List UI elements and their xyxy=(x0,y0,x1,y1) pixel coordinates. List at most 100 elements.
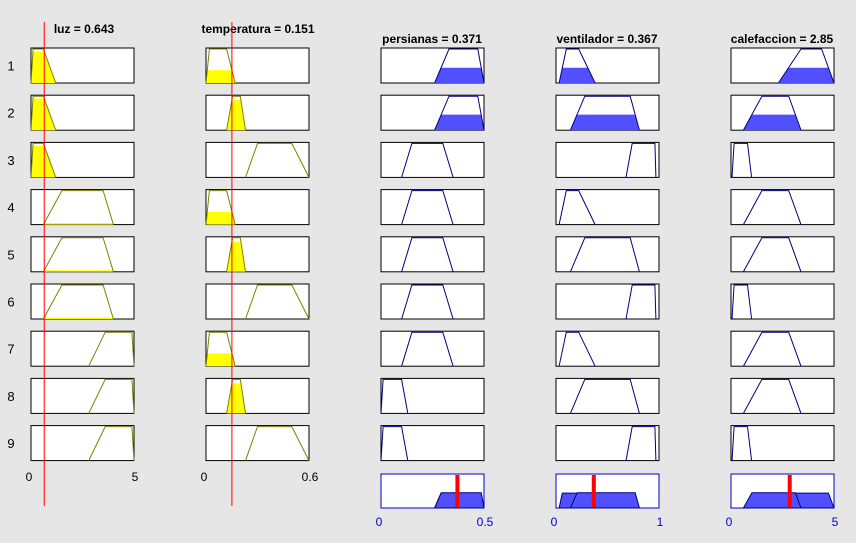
rule-7-persianas-box xyxy=(380,330,485,367)
rule-9-temperatura-membership-curve xyxy=(245,426,310,461)
rule-6-luz-box xyxy=(30,283,135,320)
rule-2-temperatura-membership-curve xyxy=(226,95,246,131)
rule-3-luz-degree-fill xyxy=(31,145,56,178)
rule-5-ventilador-membership-curve xyxy=(569,237,640,272)
ventilador-axis-min: 0 xyxy=(551,515,558,529)
rule-2-temperatura-box xyxy=(205,94,310,131)
rule-8-luz-membership-curve xyxy=(88,378,135,414)
persianas-axis-max: 0.5 xyxy=(477,515,494,529)
rule-7-luz-box xyxy=(30,330,135,367)
rule-1-persianas-membership-curve xyxy=(434,48,485,84)
rule-6-calefaccion-membership-curve xyxy=(731,284,753,320)
rule-4-calefaccion-membership-curve xyxy=(742,190,802,225)
rule-6-calefaccion-box xyxy=(730,283,835,320)
rule-7-calefaccion-box xyxy=(730,330,835,367)
rule-1-ventilador-implication-fill xyxy=(559,67,596,83)
ventilador-axis-max: 1 xyxy=(657,515,664,529)
rule-1-calefaccion-membership-curve xyxy=(777,48,835,84)
rule-3-persianas-membership-curve xyxy=(401,142,454,178)
rule-4-temperatura-membership-curve xyxy=(205,190,236,225)
rule-9-persianas-membership-curve xyxy=(380,426,409,461)
calefaccion-title: calefaccion = 2.85 xyxy=(731,32,834,46)
rule-4-luz-box xyxy=(30,189,135,226)
temperatura-axis-max: 0.6 xyxy=(302,470,319,484)
rule-2-ventilador-membership-curve xyxy=(569,95,640,131)
rule-9-ventilador-membership-curve xyxy=(625,426,657,461)
calefaccion-aggregate-area-rule-2 xyxy=(742,492,802,509)
rule-7-luz-membership-curve xyxy=(88,331,135,367)
rule-3-temperatura-membership-curve xyxy=(245,142,310,178)
rule-6-luz-degree-fill xyxy=(43,317,114,319)
rule-number-8: 8 xyxy=(7,389,14,404)
rule-3-ventilador-box xyxy=(555,141,660,178)
rule-1-ventilador-membership-curve xyxy=(558,48,596,84)
rule-7-temperatura-membership-curve xyxy=(205,331,236,367)
rule-4-persianas-box xyxy=(380,189,485,226)
rule-3-ventilador-membership-curve xyxy=(625,142,657,178)
rule-5-ventilador-box xyxy=(555,236,660,273)
rule-7-temperatura-degree-fill xyxy=(206,353,236,367)
rule-3-calefaccion-membership-curve xyxy=(731,142,753,178)
rule-4-calefaccion-box xyxy=(730,189,835,226)
rule-number-9: 9 xyxy=(7,436,14,451)
rule-6-temperatura-membership-curve xyxy=(245,284,310,320)
rule-2-calefaccion-implication-fill xyxy=(743,114,801,131)
rule-7-persianas-membership-curve xyxy=(401,331,454,367)
rule-9-ventilador-box xyxy=(555,425,660,462)
rule-5-temperatura-degree-fill xyxy=(226,241,246,272)
rule-5-temperatura-box xyxy=(205,236,310,273)
rule-2-ventilador-implication-fill xyxy=(570,114,640,131)
rule-1-luz-degree-fill xyxy=(31,51,56,83)
calefaccion-axis-max: 5 xyxy=(832,515,839,529)
rule-9-persianas-box xyxy=(380,425,485,462)
rule-2-persianas-membership-curve xyxy=(434,95,485,131)
rule-number-4: 4 xyxy=(7,200,14,215)
ventilador-title: ventilador = 0.367 xyxy=(556,32,657,46)
rule-4-ventilador-membership-curve xyxy=(558,190,596,225)
rule-6-persianas-box xyxy=(380,283,485,320)
rule-4-luz-membership-curve xyxy=(42,190,114,225)
rule-4-luz-degree-fill xyxy=(43,223,114,225)
rule-8-luz-box xyxy=(30,377,135,414)
rule-5-temperatura-membership-curve xyxy=(226,237,246,272)
rule-3-temperatura-box xyxy=(205,141,310,178)
rule-1-luz-membership-curve xyxy=(30,48,57,84)
rule-1-temperatura-degree-fill xyxy=(206,70,236,83)
rule-9-calefaccion-membership-curve xyxy=(731,426,753,461)
luz-axis-min: 0 xyxy=(26,470,33,484)
rule-3-persianas-box xyxy=(380,141,485,178)
rule-8-calefaccion-box xyxy=(730,377,835,414)
rule-3-luz-membership-curve xyxy=(30,142,57,178)
rule-2-calefaccion-membership-curve xyxy=(742,95,802,131)
rule-4-persianas-membership-curve xyxy=(401,190,454,225)
rule-9-luz-box xyxy=(30,425,135,462)
rule-8-temperatura-box xyxy=(205,377,310,414)
rule-8-ventilador-membership-curve xyxy=(569,378,640,414)
temperatura-title: temperatura = 0.151 xyxy=(201,22,314,36)
rule-2-luz-membership-curve xyxy=(30,95,57,131)
rule-1-temperatura-membership-curve xyxy=(205,48,236,84)
ventilador-aggregate-area-rule-2 xyxy=(569,492,641,509)
rule-5-calefaccion-box xyxy=(730,236,835,273)
rule-number-7: 7 xyxy=(7,342,14,357)
rule-6-luz-membership-curve xyxy=(42,284,114,320)
rule-7-ventilador-membership-curve xyxy=(558,331,596,367)
luz-title: luz = 0.643 xyxy=(54,22,115,36)
luz-axis-max: 5 xyxy=(132,470,139,484)
rule-5-calefaccion-membership-curve xyxy=(742,237,802,273)
rule-number-3: 3 xyxy=(7,153,14,168)
rule-6-ventilador-box xyxy=(555,283,660,320)
rule-6-temperatura-box xyxy=(205,283,310,320)
temperatura-axis-min: 0 xyxy=(201,470,208,484)
rule-8-calefaccion-membership-curve xyxy=(742,378,802,414)
rule-3-calefaccion-box xyxy=(730,141,835,178)
rule-7-ventilador-box xyxy=(555,330,660,367)
rule-number-5: 5 xyxy=(7,247,14,262)
rule-2-persianas-implication-fill xyxy=(434,114,484,131)
rule-8-temperatura-degree-fill xyxy=(226,383,246,414)
rule-number-6: 6 xyxy=(7,295,14,310)
rule-9-luz-membership-curve xyxy=(88,426,135,461)
rule-1-persianas-implication-fill xyxy=(434,67,484,83)
